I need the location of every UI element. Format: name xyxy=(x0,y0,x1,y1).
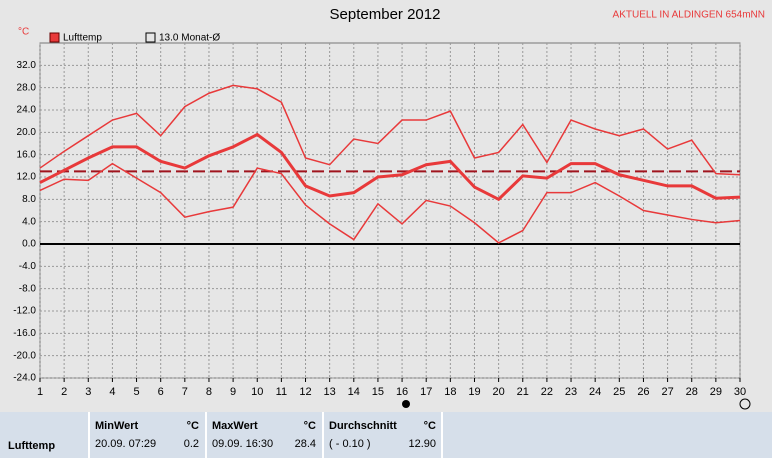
x-tick-label: 10 xyxy=(251,386,263,398)
x-tick-label: 2 xyxy=(61,386,67,398)
x-tick-label: 11 xyxy=(276,386,287,398)
y-tick-label: 24.0 xyxy=(17,105,37,116)
row-label: Lufttemp xyxy=(8,440,56,452)
x-tick-label: 15 xyxy=(372,386,384,398)
marker xyxy=(402,400,410,408)
line-min xyxy=(39,162,741,244)
x-tick-label: 19 xyxy=(468,386,480,398)
x-tick-label: 16 xyxy=(396,386,408,398)
legend-swatch xyxy=(145,32,156,43)
legend-label: Lufttemp xyxy=(63,33,102,44)
x-tick-label: 12 xyxy=(299,386,311,398)
legend-swatch xyxy=(49,32,60,43)
x-tick-label: 6 xyxy=(158,386,164,398)
x-tick-label: 21 xyxy=(517,386,529,398)
x-tick-label: 29 xyxy=(710,386,722,398)
x-tick-label: 24 xyxy=(589,386,601,398)
y-tick-label: 32.0 xyxy=(17,60,37,71)
y-tick-label: -8.0 xyxy=(19,283,37,294)
cell-time: 09.09. 16:30 xyxy=(212,438,274,450)
x-tick-label: 23 xyxy=(565,386,577,398)
cell-unit: °C xyxy=(186,420,199,432)
cell-value: 12.90 xyxy=(408,438,436,450)
x-tick-label: 20 xyxy=(492,386,504,398)
y-tick-label: -20.0 xyxy=(13,350,36,361)
summary-table: Lufttemp MinWert °C 20.09. 07:29 0.2 MaxWert… xyxy=(0,412,772,458)
x-tick-label: 4 xyxy=(109,386,115,398)
chart-title: September 2012 xyxy=(330,6,441,23)
y-tick-label: 0.0 xyxy=(22,239,36,250)
y-tick-label: 28.0 xyxy=(17,82,37,93)
table-column: MaxWert °C 09.09. 16:30 28.4 xyxy=(205,412,322,458)
cell-header: MaxWert xyxy=(212,420,258,432)
x-tick-label: 28 xyxy=(686,386,698,398)
x-tick-label: 9 xyxy=(230,386,236,398)
plot-frame xyxy=(39,42,741,379)
station: AKTUELL IN ALDINGEN 654mNN xyxy=(613,10,765,21)
cell-unit: °C xyxy=(303,420,316,432)
x-tick-label: 7 xyxy=(182,386,188,398)
cell-header: Durchschnitt xyxy=(329,420,397,432)
line-values xyxy=(39,132,741,202)
line-max xyxy=(39,84,741,176)
table-column: Durchschnitt °C ( - 0.10 ) 12.90 xyxy=(322,412,442,458)
table-column: MinWert °C 20.09. 07:29 0.2 xyxy=(88,412,205,458)
x-tick-label: 17 xyxy=(420,386,432,398)
cell-value: 0.2 xyxy=(183,438,199,450)
x-tick-label: 8 xyxy=(206,386,212,398)
y-tick-label: 12.0 xyxy=(17,172,37,183)
cell-header: MinWert xyxy=(95,420,139,432)
x-tick-label: 5 xyxy=(133,386,139,398)
y-tick-label: 20.0 xyxy=(17,127,37,138)
x-tick-label: 27 xyxy=(661,386,673,398)
x-tick-label: 3 xyxy=(85,386,91,398)
chart: September 2012 AKTUELL IN ALDINGEN 654mN… xyxy=(13,6,765,410)
x-tick-label: 13 xyxy=(324,386,336,398)
cell-value: 28.4 xyxy=(294,438,316,450)
cell-time: 20.09. 07:29 xyxy=(95,438,157,450)
y-tick-label: -4.0 xyxy=(19,261,37,272)
x-tick-label: 30 xyxy=(734,386,746,398)
y-unit: °C xyxy=(18,27,29,38)
y-tick-label: -24.0 xyxy=(13,373,36,384)
table-spacer xyxy=(441,412,772,458)
x-tick-label: 14 xyxy=(348,386,360,398)
y-tick-label: -16.0 xyxy=(13,328,36,339)
x-tick-label: 18 xyxy=(444,386,456,398)
x-tick-label: 1 xyxy=(37,386,43,398)
x-tick-label: 22 xyxy=(541,386,553,398)
marker xyxy=(739,398,751,410)
cell-unit: °C xyxy=(423,420,436,432)
y-tick-label: -12.0 xyxy=(13,306,36,317)
y-tick-label: 8.0 xyxy=(22,194,36,205)
cell-time: ( - 0.10 ) xyxy=(329,438,371,450)
x-tick-label: 25 xyxy=(613,386,625,398)
x-tick-label: 26 xyxy=(637,386,649,398)
y-tick-label: 4.0 xyxy=(22,216,36,227)
y-tick-label: 16.0 xyxy=(17,149,37,160)
legend-label: 13.0 Monat-Ø xyxy=(159,33,220,44)
